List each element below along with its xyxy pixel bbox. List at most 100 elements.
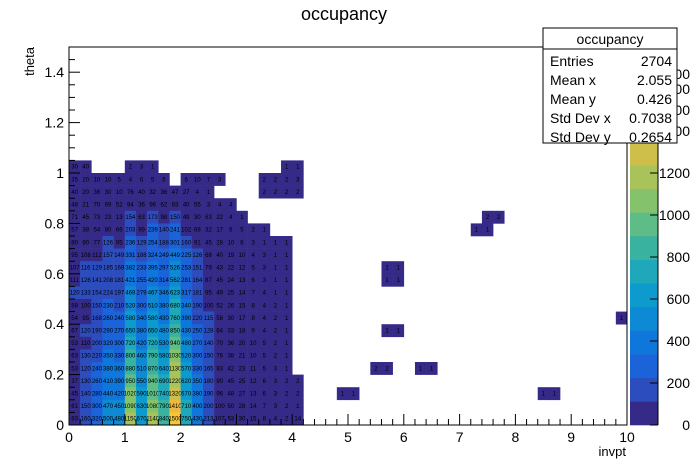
cell-value-label: 5 [263,341,267,347]
cell-value-label: 165 [203,366,214,372]
x-tick-label: 2 [177,429,185,445]
cell-value-label: 77 [94,240,101,246]
heatmap-cell [236,336,248,350]
cell-value-label: 190 [192,303,203,309]
cell-value-label: 213 [203,417,214,423]
cell-value-label: 1010 [146,392,160,398]
cell-value-label: 38 [227,354,234,360]
cell-value-label: 4 [263,291,267,297]
heatmap-cell [113,261,126,275]
heatmap-cell [80,362,92,375]
cell-value-label: 390 [181,316,192,322]
heatmap-cell [124,261,137,275]
cell-value-label: 50 [227,404,234,410]
heatmap-cell [214,387,226,401]
heatmap-cell [236,374,248,388]
cell-value-label: 250 [192,329,203,335]
cell-value-label: 3 [274,379,278,385]
heatmap-cell [225,210,237,224]
heatmap-cell [158,374,170,388]
colorbar-segment [630,259,658,284]
cell-value-label: 3 [263,253,267,259]
cell-value-label: 1 [285,354,289,360]
cell-value-label: 5 [263,354,267,360]
cell-value-label: 6 [251,278,255,284]
cell-value-label: 360 [114,366,125,372]
cell-value-label: 181 [114,278,125,284]
colorbar-segment [630,212,658,237]
cell-value-label: 420 [148,278,159,284]
heatmap-cell [124,223,137,237]
cell-value-label: 4 [218,203,222,209]
cell-value-label: 870 [148,366,159,372]
heatmap-cell [236,399,248,413]
cell-value-label: 115 [204,316,214,322]
heatmap-cell [236,223,248,237]
cell-value-label: 40 [82,165,89,171]
heatmap-cell [269,261,282,275]
cell-value-label: 68 [194,228,201,234]
cell-value-label: 239 [148,228,159,234]
cell-value-label: 4 [274,417,278,423]
heatmap-cell [124,160,137,174]
cell-value-label: 53 [71,366,78,372]
cell-value-label: 6 [240,240,244,246]
cell-value-label: 3 [274,404,278,410]
cell-value-label: 25 [227,291,234,297]
cell-value-label: 240 [92,366,103,372]
heatmap-cell [102,324,114,338]
heatmap-cell [258,374,271,388]
cell-value-label: 42 [227,366,234,372]
cell-value-label: 790 [159,404,170,410]
heatmap-cell [202,210,215,224]
heatmap-cell [281,399,293,413]
heatmap-cell [113,349,126,363]
cell-value-label: 314 [159,278,170,284]
cell-value-label: 188 [159,240,170,246]
cell-value-label: 400 [192,404,203,410]
heatmap-cell [91,210,103,224]
cell-value-label: 530 [159,341,170,347]
cell-value-label: 11 [250,366,257,372]
cell-value-label: 168 [92,316,103,322]
cell-value-label: 500 [103,417,114,423]
heatmap-cell [113,273,126,287]
heatmap-cell [69,198,81,212]
heatmap-cell [292,412,304,426]
heatmap-cell [169,223,181,237]
heatmap-cell [269,412,282,426]
cell-value-label: 140 [81,392,92,398]
cell-value-label: 2 [274,190,278,196]
heatmap-cell [91,236,103,249]
heatmap-cell [124,349,137,363]
heatmap-cell [169,324,181,338]
x-tick-label: 6 [400,429,408,445]
cell-value-label: 107 [70,266,81,272]
heatmap-cell [113,248,126,262]
x-tick-label: 7 [456,429,464,445]
heatmap-cell [191,299,204,312]
heatmap-cell [91,412,103,426]
cell-value-label: 37 [71,379,78,385]
x-tick-label: 1 [121,429,129,445]
cell-value-label: 17 [216,228,223,234]
heatmap-cell [247,311,260,325]
heatmap-cell [169,311,181,325]
cell-value-label: 190 [92,329,103,335]
heatmap-cell [258,261,271,275]
heatmap-cell [91,286,103,300]
cell-value-label: 850 [170,329,181,335]
cell-value-label: 680 [170,303,181,309]
cell-value-label: 4 [251,253,255,259]
cell-value-label: 4 [129,177,133,183]
cell-value-label: 3 [274,392,278,398]
heatmap-cell [202,399,215,413]
heatmap-cell [258,412,271,426]
cell-value-label: 254 [148,240,159,246]
heatmap-cell [180,324,193,338]
cell-value-label: 380 [192,392,203,398]
heatmap-cell [80,261,92,275]
heatmap-cell [481,223,494,237]
heatmap-cell [191,261,204,275]
heatmap-cell [225,349,237,363]
